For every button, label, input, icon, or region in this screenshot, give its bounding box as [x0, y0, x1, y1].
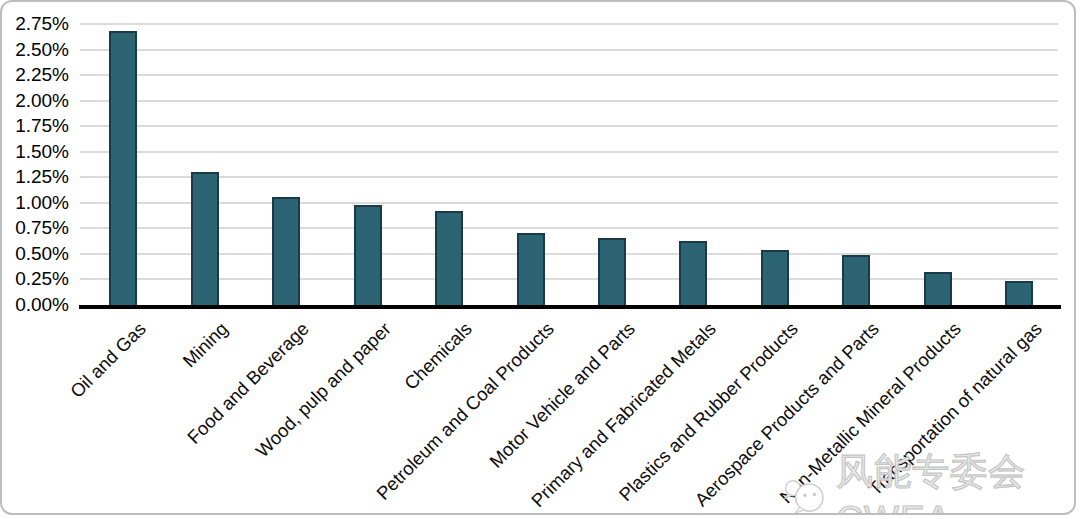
y-tick-label: 0.00%: [7, 294, 69, 316]
y-tick-label: 1.00%: [7, 192, 69, 214]
y-tick-label: 2.00%: [7, 90, 69, 112]
bar: [924, 272, 952, 307]
gridline: [80, 176, 1058, 178]
y-tick-label: 1.25%: [7, 166, 69, 188]
bar: [598, 238, 626, 307]
y-tick-label: 2.25%: [7, 64, 69, 86]
gridline: [80, 253, 1058, 255]
x-axis-line: [79, 305, 1061, 309]
bar: [191, 172, 219, 307]
gridline: [80, 49, 1058, 51]
bar: [272, 197, 300, 307]
gridline: [80, 278, 1058, 280]
bar: [109, 31, 137, 307]
y-tick-label: 0.25%: [7, 268, 69, 290]
y-tick-label: 1.50%: [7, 141, 69, 163]
bar: [435, 211, 463, 307]
y-tick-label: 1.75%: [7, 115, 69, 137]
bar: [679, 241, 707, 307]
bar: [517, 233, 545, 307]
gridline: [80, 202, 1058, 204]
bar: [354, 205, 382, 307]
gridline: [80, 125, 1058, 127]
y-tick-label: 2.75%: [7, 13, 69, 35]
bar: [842, 255, 870, 307]
gridline: [80, 23, 1058, 25]
gridline: [80, 100, 1058, 102]
y-tick-label: 2.50%: [7, 39, 69, 61]
gridline: [80, 227, 1058, 229]
bar: [1005, 281, 1033, 307]
gridline: [80, 151, 1058, 153]
bar-chart: 0.00% 0.25% 0.50% 0.75% 1.00% 1.25% 1.50% 1.75%…: [0, 0, 1076, 515]
y-tick-label: 0.50%: [7, 243, 69, 265]
y-tick-label: 0.75%: [7, 217, 69, 239]
bar: [761, 250, 789, 307]
gridline: [80, 74, 1058, 76]
